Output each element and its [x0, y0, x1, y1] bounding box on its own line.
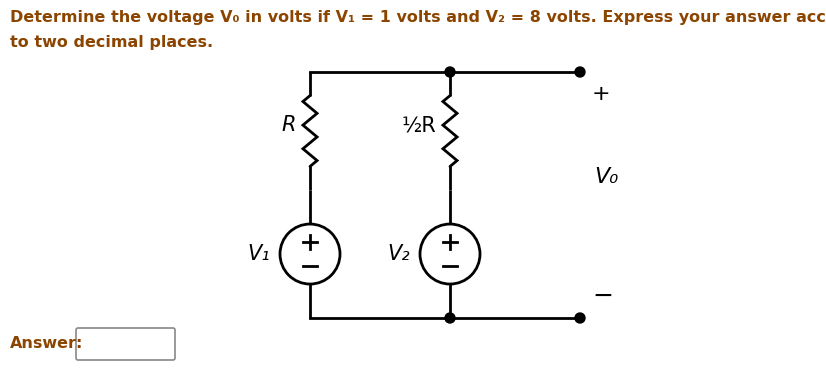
Text: ½R: ½R — [401, 115, 436, 135]
Text: +: + — [592, 84, 610, 104]
Text: Determine the voltage V₀ in volts if V₁ = 1 volts and V₂ = 8 volts. Express your: Determine the voltage V₀ in volts if V₁ … — [10, 10, 826, 25]
FancyBboxPatch shape — [76, 328, 175, 360]
Text: V₂: V₂ — [387, 244, 410, 264]
Text: to two decimal places.: to two decimal places. — [10, 35, 213, 50]
Text: V₁: V₁ — [247, 244, 270, 264]
Circle shape — [445, 67, 455, 77]
Text: −: − — [592, 284, 613, 308]
Circle shape — [575, 67, 585, 77]
Text: R: R — [282, 115, 296, 135]
Text: V₀: V₀ — [594, 167, 618, 187]
Text: Answer:: Answer: — [10, 336, 83, 352]
Circle shape — [575, 313, 585, 323]
Circle shape — [445, 313, 455, 323]
